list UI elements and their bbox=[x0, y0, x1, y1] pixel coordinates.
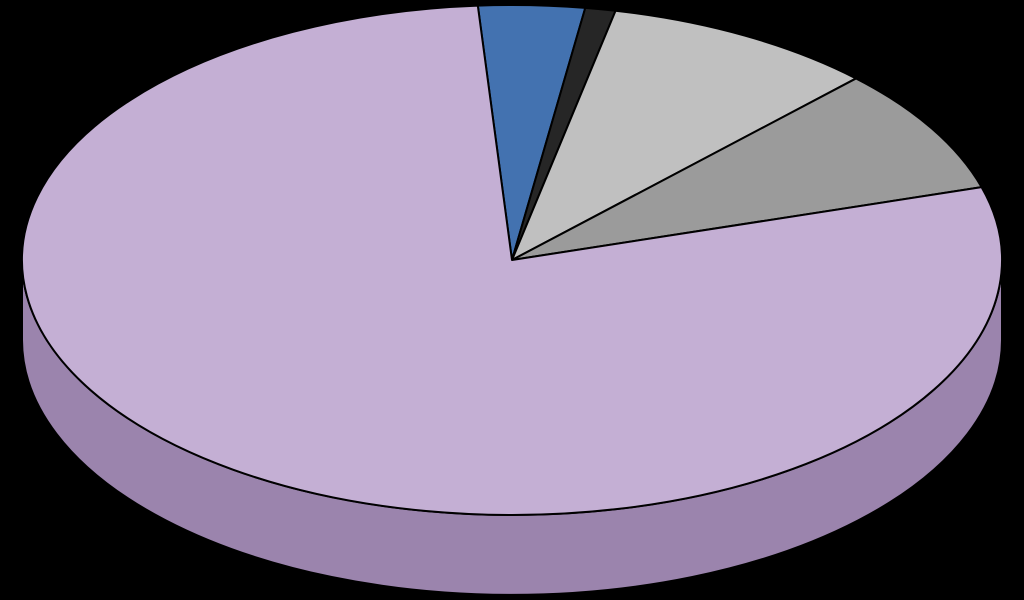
pie-chart-3d bbox=[0, 0, 1024, 600]
pie-chart-svg bbox=[0, 0, 1024, 600]
pie-tops bbox=[22, 5, 1002, 515]
